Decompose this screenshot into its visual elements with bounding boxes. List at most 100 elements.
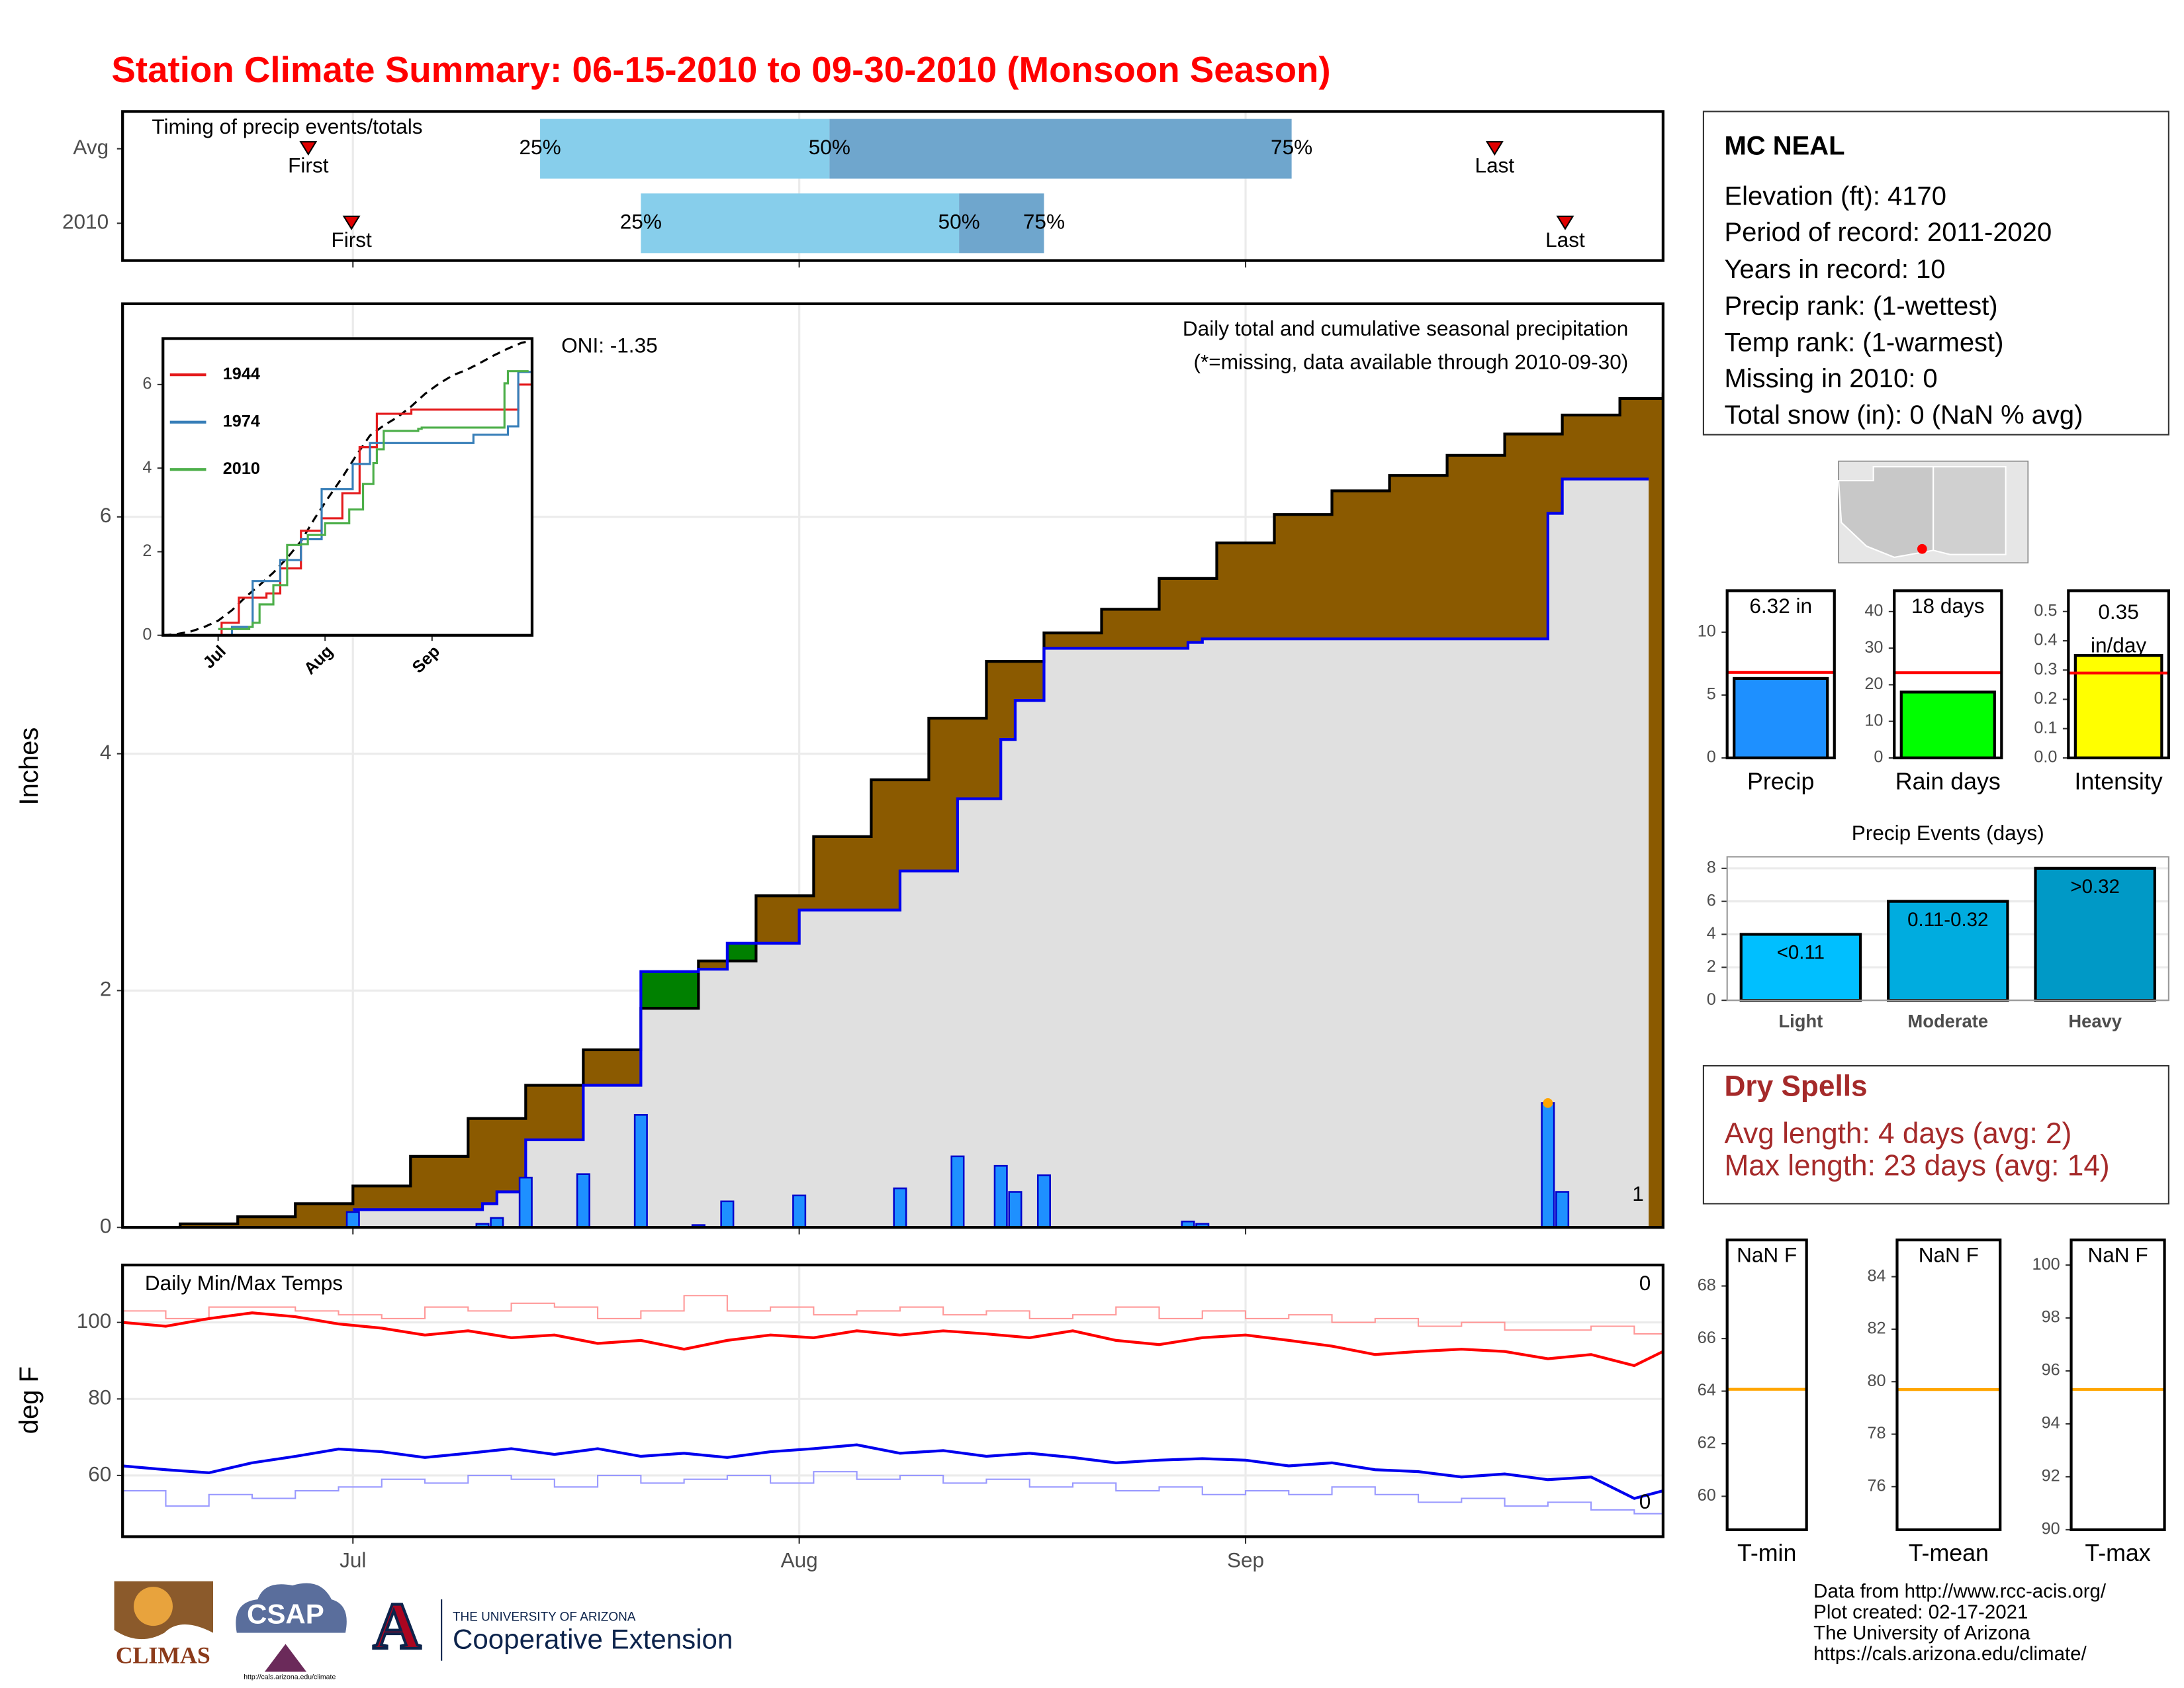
event-marker: [342, 215, 361, 230]
value-label-line: 0.35: [2098, 600, 2138, 624]
annotation: 1: [1632, 1182, 1644, 1205]
y-tick-label: 66: [1698, 1329, 1716, 1347]
category-label: T-min: [1737, 1540, 1796, 1566]
y-axis-label: deg F: [15, 1366, 44, 1434]
daily-bar: [1036, 1174, 1051, 1229]
panel-border: [1895, 1239, 2002, 1531]
station-line: Temp rank: (1-warmest): [1724, 328, 2003, 357]
category-label: Rain days: [1895, 768, 2001, 794]
station-dot: [1917, 543, 1927, 554]
x-tick-label: Jul: [340, 1548, 366, 1572]
cumulative-line: [353, 477, 1649, 1211]
panel-border: [121, 1263, 1664, 1538]
value-label: NaN F: [1737, 1243, 1797, 1267]
y-tick-label: 76: [1868, 1477, 1886, 1495]
max-marker: [1543, 1098, 1553, 1108]
bin-label: <0.11: [1777, 942, 1825, 964]
y-tick-label: 6: [142, 375, 152, 393]
panel: [1897, 1240, 2001, 1530]
y-tick-label: 92: [2042, 1467, 2060, 1485]
csap-cloud: [236, 1583, 347, 1633]
logos: CLIMAS CSAP http://cals.arizona.edu/clim…: [114, 1581, 733, 1681]
y-tick-label: 5: [1707, 685, 1716, 704]
bar-high: [829, 118, 1292, 179]
y-axis-label: Inches: [15, 727, 44, 806]
ua-logo: A: [373, 1589, 421, 1663]
footer-line: Plot created: 02-17-2021: [1813, 1601, 2028, 1623]
y-tick-label: 90: [2042, 1520, 2060, 1538]
category-label: Light: [1778, 1011, 1823, 1031]
station-line: Elevation (ft): 4170: [1724, 181, 1946, 211]
station-box: [1702, 111, 2169, 436]
value-label: 0.35 in/day: [2091, 600, 2146, 657]
y-tick-label: 78: [1868, 1424, 1886, 1442]
dry-spells-line: Max length: 23 days (avg: 14): [1724, 1149, 2109, 1182]
y-tick-label: 64: [1698, 1381, 1716, 1399]
y-tick-label: 30: [1864, 638, 1883, 657]
event-marker: [1556, 215, 1574, 230]
panel-border: [161, 337, 534, 637]
bar-low: [540, 118, 830, 179]
y-tick-label: 100: [2032, 1255, 2060, 1274]
page-title: Station Climate Summary: 06-15-2010 to 0…: [111, 49, 1330, 90]
legend-label: 1944: [223, 365, 260, 383]
panel-border: [1726, 856, 2169, 1002]
daily-bar: [1008, 1191, 1023, 1229]
daily-bar: [720, 1200, 735, 1229]
footer-line: The University of Arizona: [1813, 1622, 2030, 1644]
climas-text: CLIMAS: [116, 1642, 210, 1669]
legend-label: 1974: [223, 412, 260, 430]
station-line: Period of record: 2011-2020: [1724, 218, 2052, 247]
y-tick-label: 68: [1698, 1276, 1716, 1294]
y-tick-label: 60: [88, 1462, 111, 1485]
bar-low: [641, 193, 960, 254]
event-label: First: [331, 228, 372, 252]
percent-label: 75%: [1023, 210, 1065, 234]
y-tick-label: 6: [1707, 891, 1716, 910]
y-tick-label: 0.4: [2034, 631, 2057, 649]
event-label: Last: [1475, 153, 1515, 177]
percent-label: 75%: [1271, 135, 1312, 159]
bar: [1733, 677, 1829, 760]
y-tick-label: 62: [1698, 1434, 1716, 1452]
ua-text: THE UNIVERSITY OF ARIZONA: [453, 1610, 636, 1624]
y-tick-label: 0.1: [2034, 718, 2057, 737]
percent-label: 50%: [938, 210, 980, 234]
y-tick-label: 10: [1864, 711, 1883, 729]
y-tick-label: 4: [100, 740, 112, 764]
y-tick-label: 8: [1707, 858, 1716, 876]
category-label: T-max: [2085, 1540, 2150, 1566]
daily-bar: [345, 1211, 360, 1229]
y-tick-label: 0: [1874, 748, 1883, 767]
bin-label: >0.32: [2070, 876, 2120, 898]
bar: [2034, 867, 2156, 1002]
y-tick-label: 2: [142, 541, 152, 560]
chart-title: Precip Events (days): [1852, 821, 2044, 845]
y-tick-label: 2: [1707, 957, 1716, 976]
daily-bar: [950, 1155, 965, 1229]
daily-bar: [1541, 1102, 1555, 1229]
panel-border: [121, 302, 1664, 1229]
y-tick-label: 0.0: [2034, 748, 2057, 767]
event-marker: [299, 141, 318, 156]
y-tick-label: 60: [1698, 1486, 1716, 1505]
y-tick-label: 80: [1868, 1372, 1886, 1390]
value-label: 6.32 in: [1749, 594, 1812, 618]
y-tick-label: 80: [88, 1385, 111, 1409]
bar: [1899, 690, 1996, 760]
x-tick-label: Sep: [1227, 1548, 1264, 1572]
station-line: Years in record: 10: [1724, 255, 1945, 284]
category-label: Intensity: [2074, 768, 2162, 794]
value-label: NaN F: [2087, 1243, 2148, 1267]
value-label-line: in/day: [2091, 633, 2146, 657]
y-tick-label: 4: [142, 458, 152, 477]
panel-border: [2067, 589, 2170, 760]
legend-label: 2010: [223, 459, 260, 478]
event-marker: [1485, 141, 1504, 156]
category-label: Precip: [1747, 768, 1814, 794]
y-tick-label: 10: [1698, 622, 1716, 641]
bar-high: [959, 193, 1044, 254]
panel-border: [2070, 1239, 2166, 1531]
value-label: NaN F: [1919, 1243, 1979, 1267]
